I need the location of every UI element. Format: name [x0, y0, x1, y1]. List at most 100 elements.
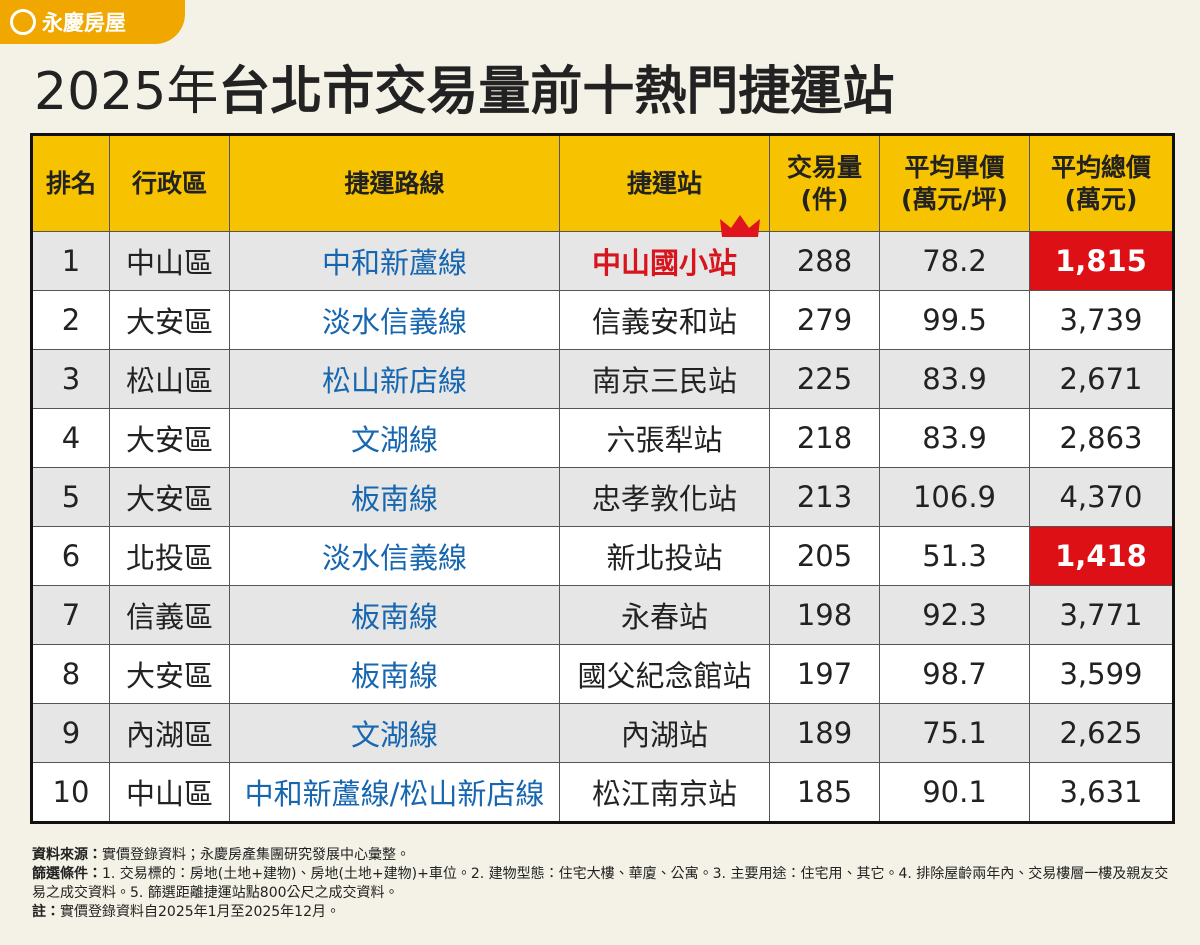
table-cell: 7	[31, 585, 110, 645]
table-cell: 信義區	[109, 585, 230, 645]
table-body: 1 中山區 中和新蘆線 中山國小站 288 78.2 1,815 2 大安區 淡水信義線 信義安和站…	[31, 231, 1174, 823]
table-cell: 92.3	[879, 585, 1030, 645]
table-cell: 淡水信義線	[229, 290, 560, 350]
note: 資料來源：實價登錄資料；永慶房產集團研究發展中心彙整。	[32, 846, 1172, 865]
title: 2025年台北市交易量前十熱門捷運站	[34, 60, 894, 124]
table-cell: 永春站	[559, 585, 770, 645]
title-prefix: 2025年	[34, 62, 219, 122]
table-row: 8 大安區 板南線 國父紀念館站 197 98.7 3,599	[31, 644, 1174, 704]
note: 註：實價登錄資料自2025年1月至2025年12月。	[32, 903, 1172, 922]
table-cell: 松江南京站	[559, 762, 770, 823]
table-cell: 218	[769, 408, 880, 468]
table-cell: 9	[31, 703, 110, 763]
table-cell: 中山區	[109, 231, 230, 291]
table-row: 10 中山區 中和新蘆線/松山新店線 松江南京站 185 90.1 3,631	[31, 762, 1174, 823]
table-cell: 197	[769, 644, 880, 704]
table-cell: 1	[31, 231, 110, 291]
table-cell: 51.3	[879, 526, 1030, 586]
table-row: 2 大安區 淡水信義線 信義安和站 279 99.5 3,739	[31, 290, 1174, 350]
header-cell: 交易量 (件)	[769, 134, 880, 232]
table-cell: 新北投站	[559, 526, 770, 586]
table-cell: 4	[31, 408, 110, 468]
title-main: 台北市交易量前十熱門捷運站	[218, 62, 895, 122]
table-cell: 3,631	[1029, 762, 1174, 823]
table-row: 5 大安區 板南線 忠孝敦化站 213 106.9 4,370	[31, 467, 1174, 527]
table-cell: 90.1	[879, 762, 1030, 823]
header-cell: 平均單價 (萬元/坪)	[879, 134, 1030, 232]
table-cell: 2,863	[1029, 408, 1174, 468]
brand-name: 永慶房屋	[42, 11, 126, 35]
table-cell: 內湖站	[559, 703, 770, 763]
note-text: 1. 交易標的：房地(土地+建物)、房地(土地+建物)+車位。2. 建物型態：住…	[32, 866, 1169, 901]
table-cell: 大安區	[109, 408, 230, 468]
table-cell: 國父紀念館站	[559, 644, 770, 704]
table-cell: 98.7	[879, 644, 1030, 704]
table-cell: 8	[31, 644, 110, 704]
header-cell: 排名	[31, 134, 110, 232]
table-cell: 4,370	[1029, 467, 1174, 527]
table-row: 1 中山區 中和新蘆線 中山國小站 288 78.2 1,815	[31, 231, 1174, 291]
table-cell: 279	[769, 290, 880, 350]
brand-tab: 永慶房屋	[0, 0, 185, 44]
table-cell: 2,671	[1029, 349, 1174, 409]
table-cell: 中和新蘆線	[229, 231, 560, 291]
table-row: 7 信義區 板南線 永春站 198 92.3 3,771	[31, 585, 1174, 645]
table-cell: 83.9	[879, 408, 1030, 468]
notes: 資料來源：實價登錄資料；永慶房產集團研究發展中心彙整。 篩選條件：1. 交易標的：…	[32, 846, 1172, 922]
table-cell: 文湖線	[229, 408, 560, 468]
note-text: 實價登錄資料自2025年1月至2025年12月。	[60, 904, 340, 920]
table-cell: 內湖區	[109, 703, 230, 763]
header-row: 排名 行政區 捷運路線 捷運站 交易量 (件) 平均單價 (萬元/坪) 平均總價 (萬元)	[31, 134, 1174, 232]
table-cell: 106.9	[879, 467, 1030, 527]
table-cell: 文湖線	[229, 703, 560, 763]
table: 排名 行政區 捷運路線 捷運站 交易量 (件) 平均單價 (萬元/坪) 平均總價 (萬元) …	[30, 133, 1175, 824]
note-text: 實價登錄資料；永慶房產集團研究發展中心彙整。	[102, 847, 410, 863]
note-label: 篩選條件：	[32, 866, 102, 882]
table-cell: 5	[31, 467, 110, 527]
table-cell: 10	[31, 762, 110, 823]
note: 篩選條件：1. 交易標的：房地(土地+建物)、房地(土地+建物)+車位。2. 建…	[32, 865, 1172, 903]
table-cell: 288	[769, 231, 880, 291]
header-cell: 平均總價 (萬元)	[1029, 134, 1174, 232]
crown-shape	[720, 215, 760, 237]
table-cell: 中山區	[109, 762, 230, 823]
crown-icon	[720, 215, 760, 237]
table-cell: 225	[769, 349, 880, 409]
header-cell: 行政區	[109, 134, 230, 232]
table-cell: 2	[31, 290, 110, 350]
table-cell: 3	[31, 349, 110, 409]
table-cell: 1,418	[1029, 526, 1174, 586]
table-cell: 信義安和站	[559, 290, 770, 350]
table-cell: 6	[31, 526, 110, 586]
header-cell: 捷運路線	[229, 134, 560, 232]
table-cell: 2,625	[1029, 703, 1174, 763]
table-cell: 板南線	[229, 585, 560, 645]
table-cell: 大安區	[109, 290, 230, 350]
table-cell: 75.1	[879, 703, 1030, 763]
table-cell: 淡水信義線	[229, 526, 560, 586]
table-cell: 3,739	[1029, 290, 1174, 350]
header-cell: 捷運站	[559, 134, 770, 232]
table-cell: 205	[769, 526, 880, 586]
table-cell: 松山新店線	[229, 349, 560, 409]
table-cell: 忠孝敦化站	[559, 467, 770, 527]
table-cell: 六張犁站	[559, 408, 770, 468]
table-cell: 中和新蘆線/松山新店線	[229, 762, 560, 823]
table-cell: 213	[769, 467, 880, 527]
table-cell: 185	[769, 762, 880, 823]
logo	[10, 9, 36, 35]
table-row: 6 北投區 淡水信義線 新北投站 205 51.3 1,418	[31, 526, 1174, 586]
table-cell: 83.9	[879, 349, 1030, 409]
table-cell: 南京三民站	[559, 349, 770, 409]
table-cell: 大安區	[109, 644, 230, 704]
note-label: 註：	[32, 904, 60, 920]
table-cell: 189	[769, 703, 880, 763]
table-cell: 板南線	[229, 467, 560, 527]
table-cell: 大安區	[109, 467, 230, 527]
table-cell: 松山區	[109, 349, 230, 409]
table-cell: 198	[769, 585, 880, 645]
table-row: 3 松山區 松山新店線 南京三民站 225 83.9 2,671	[31, 349, 1174, 409]
table-cell: 1,815	[1029, 231, 1174, 291]
table-cell: 北投區	[109, 526, 230, 586]
